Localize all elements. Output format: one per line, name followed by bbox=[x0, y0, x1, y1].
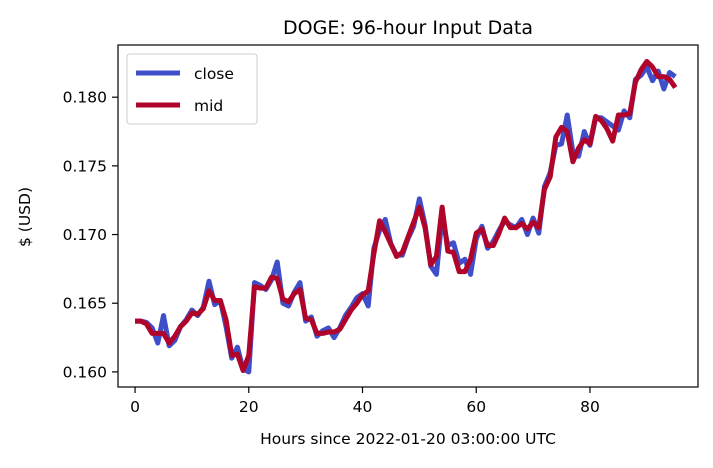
x-tick-label: 60 bbox=[466, 398, 486, 416]
y-tick-label: 0.175 bbox=[63, 157, 107, 175]
chart-title: DOGE: 96-hour Input Data bbox=[283, 17, 533, 39]
series-layer bbox=[135, 58, 678, 375]
y-axis-label: $ (USD) bbox=[16, 187, 34, 247]
y-tick-label: 0.170 bbox=[63, 226, 107, 244]
legend-label-close: close bbox=[194, 65, 234, 83]
y-tick-label: 0.165 bbox=[63, 295, 107, 313]
x-tick-label: 20 bbox=[239, 398, 259, 416]
legend-label-mid: mid bbox=[194, 97, 223, 115]
axes-frame bbox=[117, 44, 699, 388]
x-tick-label: 0 bbox=[130, 398, 140, 416]
legend: close mid bbox=[126, 53, 258, 125]
x-tick-label: 80 bbox=[580, 398, 600, 416]
x-tick-label: 40 bbox=[353, 398, 373, 416]
series-line-mid bbox=[135, 58, 678, 374]
legend-box bbox=[126, 53, 258, 125]
y-tick-label: 0.160 bbox=[63, 363, 107, 381]
x-axis-label: Hours since 2022-01-20 03:00:00 UTC bbox=[260, 430, 556, 448]
y-tick-label: 0.180 bbox=[63, 89, 107, 107]
